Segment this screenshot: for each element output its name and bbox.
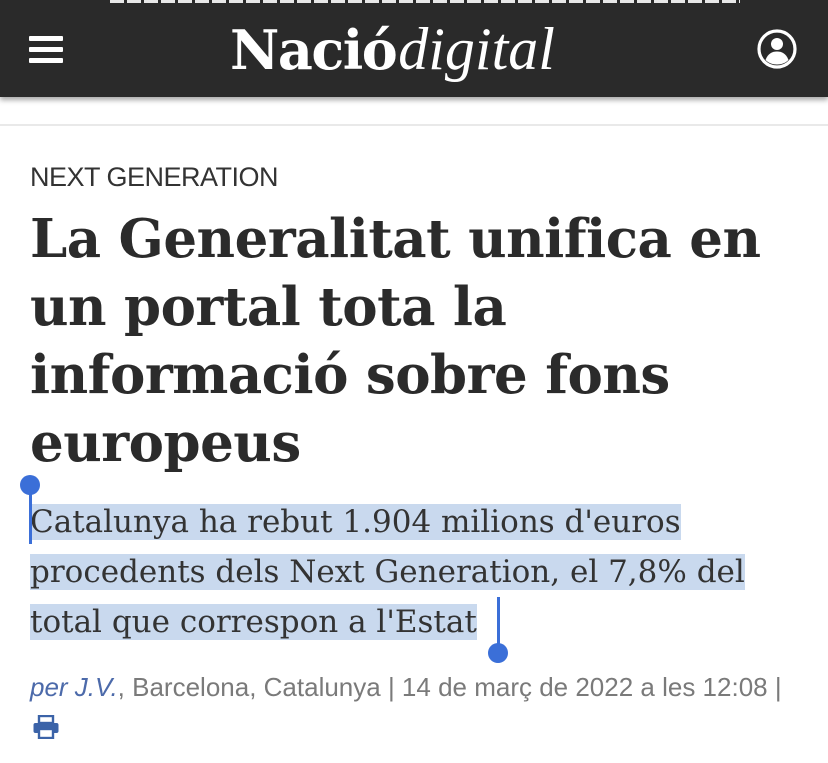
selection-end-line xyxy=(497,597,500,647)
ticker-strip xyxy=(110,0,740,3)
author-link[interactable]: per J.V. xyxy=(30,672,118,702)
site-logo[interactable]: Naciódigital xyxy=(230,9,555,89)
logo-bold-text: Nació xyxy=(230,18,398,82)
user-account-icon[interactable] xyxy=(757,29,797,69)
article-subtitle: Catalunya ha rebut 1.904 milions d'euros… xyxy=(30,497,805,647)
hamburger-menu-icon[interactable] xyxy=(29,36,65,64)
selection-start-handle[interactable] xyxy=(20,475,40,495)
selection-end-handle[interactable] xyxy=(488,643,508,663)
article-byline: per J.V., Barcelona, Catalunya | 14 de m… xyxy=(30,667,810,747)
location-date: , Barcelona, Catalunya | 14 de març de 2… xyxy=(117,672,782,702)
article-headline: La Generalitat unifica en un portal tota… xyxy=(30,208,761,474)
logo-italic-text: digital xyxy=(398,16,555,82)
header-divider xyxy=(0,124,828,126)
selected-subtitle-text[interactable]: Catalunya ha rebut 1.904 milions d'euros… xyxy=(30,504,745,640)
article-category[interactable]: NEXT GENERATION xyxy=(30,162,279,192)
site-header: Naciódigital xyxy=(0,0,828,97)
selection-start-line xyxy=(29,492,32,544)
print-icon[interactable] xyxy=(32,715,60,739)
